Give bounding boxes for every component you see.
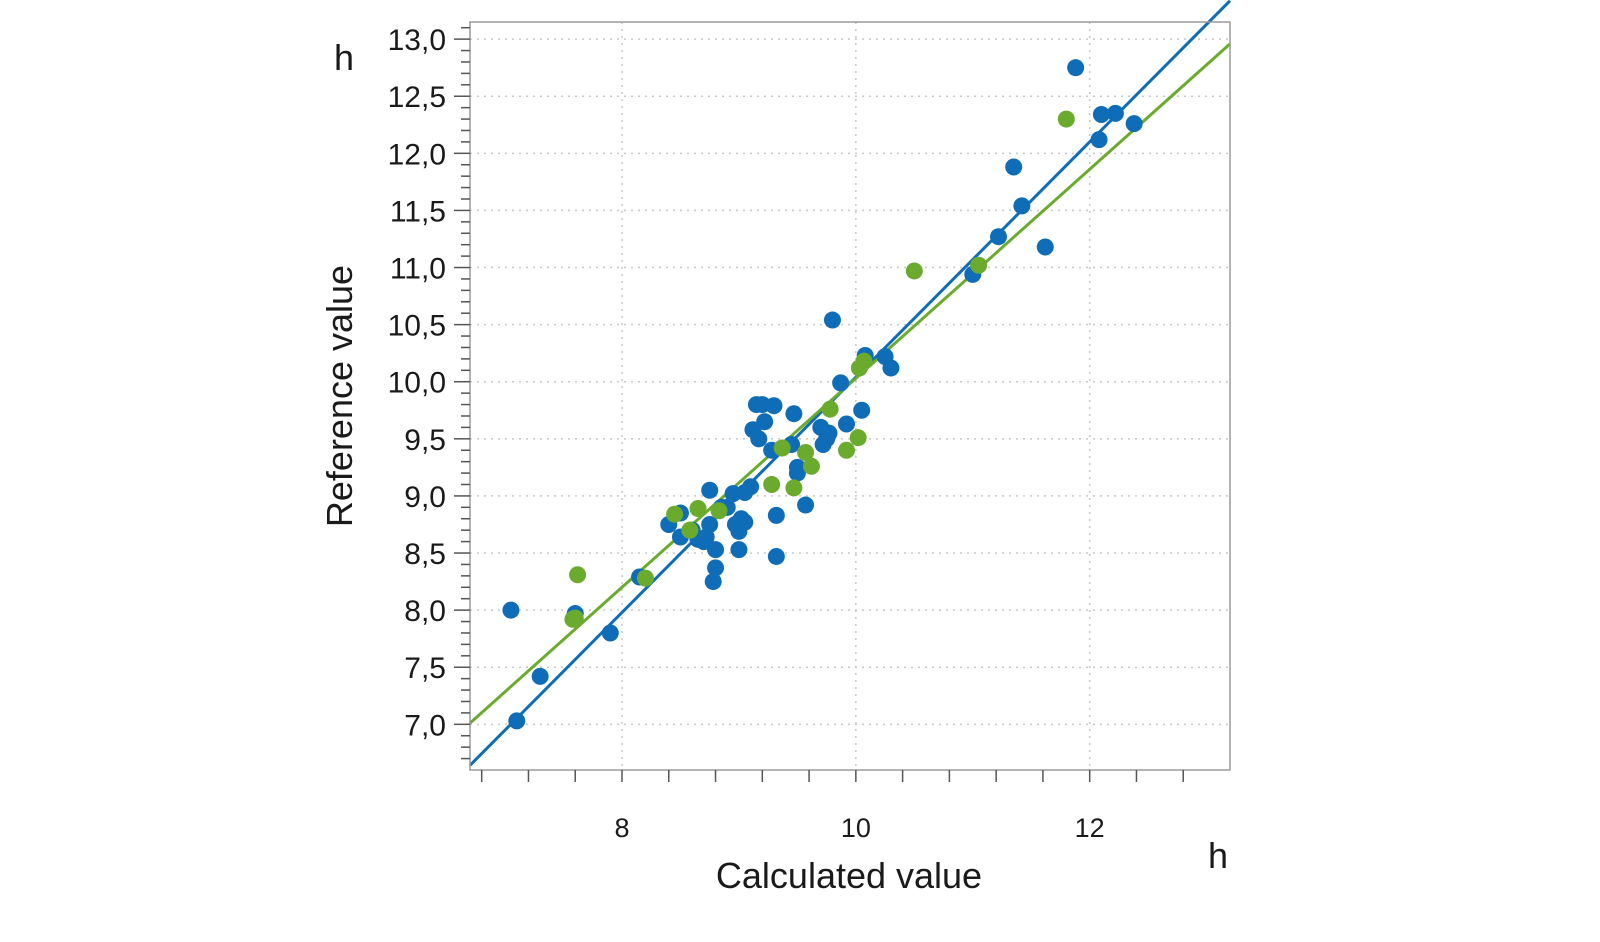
data-point xyxy=(569,566,587,584)
data-point xyxy=(1067,59,1085,77)
y-tick-label: 11,0 xyxy=(390,253,446,286)
data-point xyxy=(882,359,900,377)
regression-lines xyxy=(468,0,1232,767)
data-point xyxy=(855,352,873,370)
data-point xyxy=(785,479,803,497)
y-tick-label: 10,0 xyxy=(388,367,446,400)
data-point xyxy=(531,667,549,685)
data-point xyxy=(710,502,728,520)
data-point xyxy=(1090,131,1108,149)
y-tick-label: 7,5 xyxy=(404,652,446,685)
data-point xyxy=(756,413,774,431)
data-point xyxy=(905,262,923,280)
y-tick-label: 8,0 xyxy=(404,595,446,628)
y-tick-label: 12,0 xyxy=(388,138,446,171)
data-point xyxy=(750,430,768,448)
y-axis-label: Reference value xyxy=(319,265,360,527)
x-tick-label: 12 xyxy=(1075,813,1105,843)
data-point xyxy=(989,228,1007,246)
data-point xyxy=(837,441,855,459)
data-point xyxy=(832,374,850,392)
data-point xyxy=(849,429,867,447)
x-axis-label: Calculated value xyxy=(716,855,982,896)
data-point xyxy=(701,515,719,533)
data-point xyxy=(742,478,760,496)
y-tick-label: 13,0 xyxy=(388,24,446,57)
data-point xyxy=(767,506,785,524)
data-point xyxy=(802,457,820,475)
data-point xyxy=(666,505,684,523)
data-point xyxy=(773,439,791,457)
data-point xyxy=(1057,110,1075,128)
x-axis-ticks: 8 10 12 xyxy=(480,770,1184,843)
data-point xyxy=(970,256,988,274)
plot-frame xyxy=(469,21,1231,771)
data-point xyxy=(767,547,785,565)
y-tick-label: 10,5 xyxy=(388,310,446,343)
data-point xyxy=(681,521,699,539)
data-point xyxy=(730,541,748,559)
data-point xyxy=(508,712,526,730)
y-axis-unit: h xyxy=(334,37,354,78)
x-tick-label: 8 xyxy=(614,813,629,843)
data-point xyxy=(566,609,584,627)
data-point xyxy=(707,559,725,577)
data-point xyxy=(1106,104,1124,122)
data-point xyxy=(704,573,722,591)
y-tick-label: 11,5 xyxy=(390,195,446,228)
data-point xyxy=(765,397,783,415)
y-tick-label: 8,5 xyxy=(404,538,446,571)
data-point xyxy=(1005,158,1023,176)
data-point xyxy=(821,400,839,418)
data-point xyxy=(820,424,838,442)
x-axis-unit: h xyxy=(1208,835,1228,876)
data-point xyxy=(1092,106,1110,124)
data-point xyxy=(636,569,654,587)
y-tick-label: 7,0 xyxy=(404,709,446,742)
data-point xyxy=(701,481,719,499)
data-point xyxy=(1125,115,1143,133)
y-tick-label: 12,5 xyxy=(388,81,446,114)
data-points xyxy=(502,59,1143,730)
x-tick-label: 10 xyxy=(841,813,871,843)
data-point xyxy=(689,499,707,517)
y-tick-label: 9,0 xyxy=(404,481,446,514)
grid-lines xyxy=(470,22,1230,770)
data-point xyxy=(1036,238,1054,256)
data-point xyxy=(788,458,806,476)
data-point xyxy=(837,415,855,433)
data-point xyxy=(797,496,815,514)
data-point xyxy=(797,444,815,462)
y-axis-ticks: 7,0 7,5 8,0 8,5 9,0 9,5 10,0 10,5 11,0 11,5 12,0 12… xyxy=(388,24,470,760)
data-point xyxy=(1013,197,1031,215)
data-point xyxy=(736,513,754,531)
y-tick-label: 9,5 xyxy=(404,424,446,457)
data-point xyxy=(502,601,520,619)
regression-line xyxy=(469,42,1231,725)
data-point xyxy=(823,311,841,329)
data-point xyxy=(601,624,619,642)
data-point xyxy=(763,476,781,494)
data-point xyxy=(853,401,871,419)
data-point xyxy=(785,405,803,423)
data-point xyxy=(707,541,725,559)
